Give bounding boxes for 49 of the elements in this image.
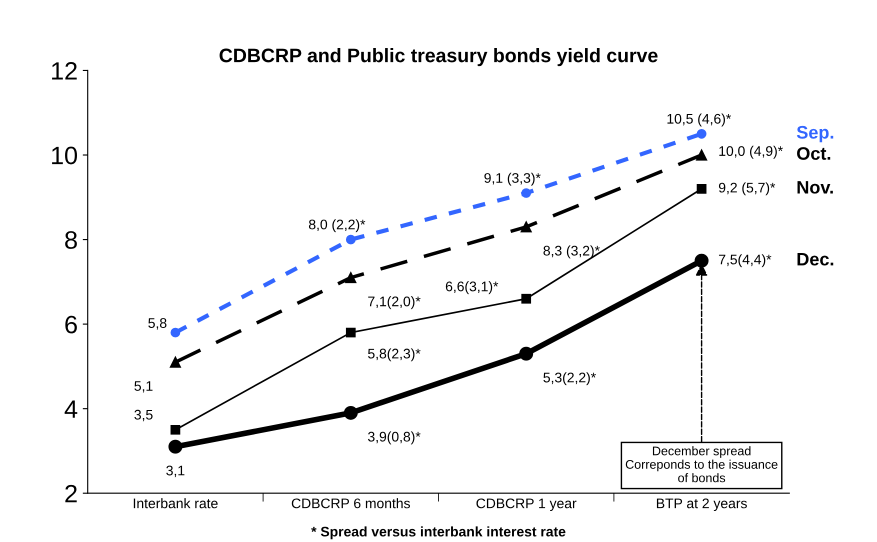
point xyxy=(696,149,708,161)
data-label: 5,1 xyxy=(134,381,152,393)
data-label: 5,3(2,2)* xyxy=(543,372,596,386)
data-label: 3,1 xyxy=(166,466,184,478)
data-label: 5,8 xyxy=(148,318,166,330)
point xyxy=(694,254,709,268)
point xyxy=(170,424,180,435)
text: Oct. xyxy=(797,147,830,160)
data-label: 8,3 (3,2)* xyxy=(543,245,600,258)
data-label: 3,5 xyxy=(134,410,153,422)
data-label: 7,1(2,0)* xyxy=(368,296,421,310)
point xyxy=(346,328,356,338)
point xyxy=(344,406,358,420)
y-tick-label: 6 xyxy=(65,316,77,334)
data-label: 9,2 (5,7)* xyxy=(718,182,776,196)
x-tick-label: CDBCRP 1 year xyxy=(476,498,576,512)
point xyxy=(521,294,532,304)
point xyxy=(521,188,532,198)
annotation: December spread Correponds to the issuance of bonds xyxy=(626,446,778,482)
data-label: 10,5 (4,6)* xyxy=(667,114,732,126)
data-label: 8,0 (2,2)* xyxy=(308,219,366,232)
data-label: 10,0 (4,9)* xyxy=(719,146,783,159)
y-tick-label: 4 xyxy=(64,400,78,418)
data-label: 6,6(3,1)* xyxy=(446,281,498,294)
y-tick-label: 10 xyxy=(52,146,78,164)
chart-title: CDBCRP and Public treasury bonds yield curve xyxy=(220,48,658,66)
y-tick-label: 12 xyxy=(52,62,77,80)
text: Dec. xyxy=(798,252,834,266)
y-tick-label: 2 xyxy=(65,484,77,502)
point xyxy=(696,184,706,194)
data-label: 9,1 (3,3)* xyxy=(484,172,541,186)
point xyxy=(519,346,534,361)
point xyxy=(696,129,706,139)
x-tick-label: CDBCRP 6 months xyxy=(292,498,410,508)
x-tick-label: Interbank rate xyxy=(134,498,218,508)
text: * Spread versus interbank interest rate xyxy=(311,526,566,540)
point xyxy=(346,234,356,244)
data-label: 3,9(0,8)* xyxy=(368,431,421,444)
y-tick-label: 8 xyxy=(65,231,77,249)
point xyxy=(170,328,180,338)
point xyxy=(345,272,356,284)
data-label: 5,8(2,3)* xyxy=(368,348,421,362)
text: Sep. xyxy=(796,126,834,142)
point xyxy=(520,221,532,232)
point xyxy=(170,356,181,368)
point xyxy=(168,440,182,454)
data-label: 7,5(4,4)* xyxy=(718,254,772,268)
text: Nov. xyxy=(798,181,833,194)
x-tick-label: BTP at 2 years xyxy=(656,498,747,512)
